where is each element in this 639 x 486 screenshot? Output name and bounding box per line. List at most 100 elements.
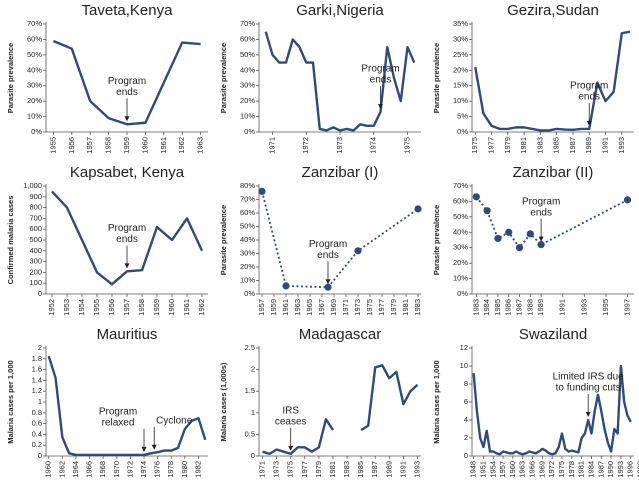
x-tick-label: 1981	[519, 137, 528, 154]
y-tick-label: 700	[29, 213, 42, 222]
y-axis-label: Parasite prevalence	[6, 43, 15, 113]
x-tick-label: 1956	[107, 299, 116, 316]
y-tick-label: 30%	[240, 248, 255, 257]
y-tick-label: 30%	[27, 81, 42, 90]
x-tick-label: 1977	[377, 299, 386, 316]
y-tick-label: 0%	[31, 127, 42, 136]
y-tick-label: 0%	[244, 289, 255, 298]
y-tick-label: 40%	[453, 227, 468, 236]
x-tick-label: 1974	[369, 137, 378, 154]
x-tick-label: 1975	[286, 461, 295, 478]
y-tick-label: 300	[29, 257, 42, 266]
data-line	[47, 355, 207, 457]
x-tick-label: 1979	[314, 461, 323, 478]
x-tick-label: 1959	[152, 299, 161, 316]
y-tick-label: 2	[38, 343, 42, 352]
y-tick-label: 50%	[240, 221, 255, 230]
annotation-text: Program	[108, 223, 146, 234]
x-tick-label: 1978	[166, 461, 175, 478]
x-tick-label: 1957	[498, 461, 507, 478]
x-tick-label: 1973	[272, 461, 281, 478]
annotation-arrowhead	[141, 446, 147, 452]
data-point	[505, 228, 513, 236]
panel-title: Taveta,Kenya	[82, 2, 174, 19]
panel-title: Mauritius	[97, 326, 158, 343]
data-line	[262, 418, 334, 456]
data-line	[472, 364, 632, 456]
y-tick-label: 0	[464, 451, 468, 460]
x-tick-label: 1987	[515, 299, 524, 316]
y-tick-label: 1,000	[23, 181, 42, 190]
annotation-arrowhead	[124, 263, 130, 269]
y-tick-label: 60%	[27, 34, 42, 43]
y-tick-label: 20%	[453, 258, 468, 267]
y-tick-label: 900	[29, 192, 42, 201]
x-tick-label: 1963	[518, 461, 527, 478]
y-tick-label: 20%	[453, 65, 468, 74]
panel-title: Swaziland	[519, 326, 587, 343]
y-tick-label: 0%	[457, 289, 468, 298]
x-tick-label: 1993	[579, 299, 588, 316]
y-axis-label: Malaria cases per 1,000	[432, 360, 441, 443]
x-tick-label: 1987	[370, 461, 379, 478]
annotation-text: ends	[370, 75, 392, 86]
y-axis-label: Parasite prevalence	[219, 205, 228, 275]
x-tick-label: 1981	[577, 461, 586, 478]
x-tick-label: 1962	[177, 137, 186, 154]
annotation-text: Limited IRS due	[553, 372, 625, 383]
data-point	[623, 196, 632, 204]
y-tick-label: 500	[29, 235, 42, 244]
annotation-text: Program	[309, 239, 347, 250]
y-tick-label: 600	[29, 224, 42, 233]
data-line	[360, 364, 419, 432]
annotation-arrowhead	[151, 444, 157, 450]
x-tick-label: 1991	[398, 461, 407, 478]
x-tick-label: 1955	[48, 137, 57, 154]
x-tick-label: 1987	[568, 137, 577, 154]
y-tick-label: 60%	[453, 196, 468, 205]
x-tick-label: 1956	[67, 137, 76, 154]
y-tick-label: 0%	[244, 127, 255, 136]
annotation-text: ends	[578, 92, 600, 103]
y-tick-label: 0.2	[32, 440, 42, 449]
annotation-text: Cyclone	[156, 415, 193, 426]
data-point	[472, 193, 480, 201]
x-tick-label: 1979	[503, 137, 512, 154]
data-point	[324, 283, 332, 291]
y-tick-label: 40%	[240, 65, 255, 74]
y-tick-label: 15%	[453, 81, 468, 90]
x-tick-label: 1963	[196, 137, 205, 154]
x-tick-label: 1972	[547, 461, 556, 478]
x-tick-label: 1993	[617, 137, 626, 154]
y-tick-label: 2	[251, 365, 255, 374]
x-tick-label: 1958	[137, 299, 146, 316]
y-axis-label: Malaria cases per 1,000	[6, 360, 15, 443]
y-tick-label: 0.5	[245, 429, 255, 438]
y-tick-label: 2	[464, 433, 468, 442]
x-tick-label: 1959	[269, 299, 278, 316]
y-tick-label: 0.8	[32, 408, 42, 417]
x-tick-label: 1986	[504, 299, 513, 316]
x-tick-label: 1979	[389, 299, 398, 316]
annotation-text: ends	[530, 207, 552, 218]
y-tick-label: 1.2	[32, 386, 42, 395]
x-tick-label: 1970	[112, 461, 121, 478]
x-tick-label: 1999	[636, 461, 639, 478]
x-tick-label: 1957	[85, 137, 94, 154]
annotation-text: Program	[361, 64, 399, 75]
y-tick-label: 1.4	[32, 375, 42, 384]
y-tick-label: 50%	[453, 212, 468, 221]
y-tick-label: 1	[38, 397, 42, 406]
data-line	[474, 30, 631, 132]
y-tick-label: 1.6	[32, 365, 42, 374]
data-point	[483, 207, 491, 215]
x-tick-label: 1973	[335, 137, 344, 154]
y-tick-label: 60%	[240, 34, 255, 43]
data-line	[52, 39, 201, 126]
data-line	[51, 190, 204, 286]
y-axis-label: Parasite prevalence	[219, 43, 228, 113]
x-tick-label: 1954	[77, 299, 86, 316]
x-tick-label: 1961	[159, 137, 168, 154]
data-point	[494, 234, 502, 243]
y-tick-label: 0.4	[32, 429, 42, 438]
